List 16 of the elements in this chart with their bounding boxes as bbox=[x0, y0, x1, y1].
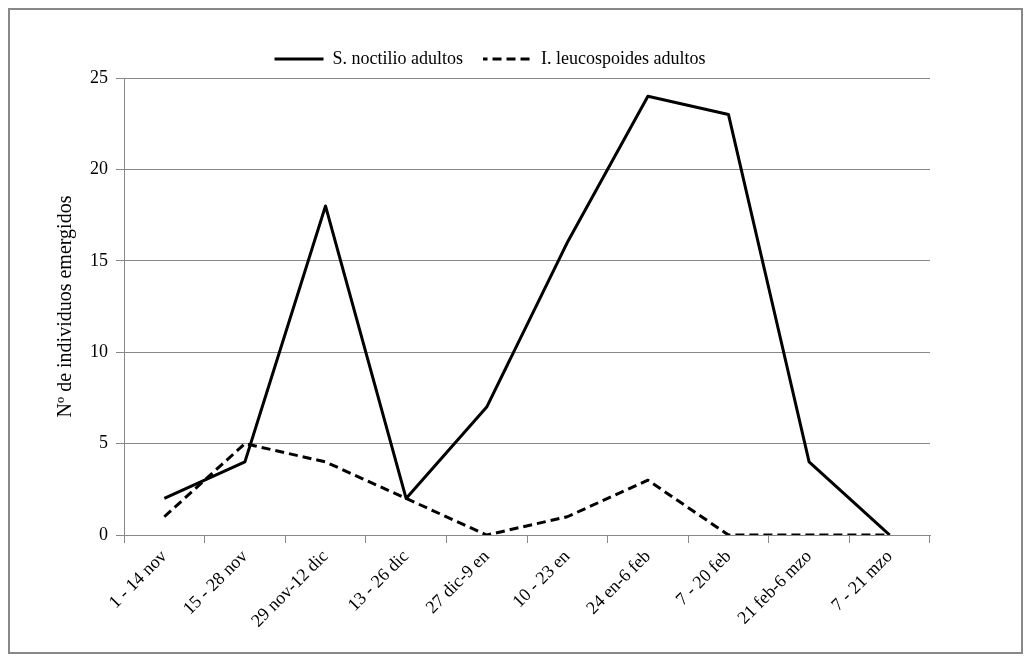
x-tick-label: 7 - 21 mzo bbox=[826, 545, 896, 615]
x-tick-label: 15 - 28 nov bbox=[178, 545, 252, 619]
x-tick-label: 10 - 23 en bbox=[508, 545, 574, 612]
legend-label: I. leucospoides adultos bbox=[541, 47, 706, 68]
y-tick-label: 20 bbox=[90, 158, 108, 179]
y-tick-label: 0 bbox=[99, 523, 108, 544]
x-tick-label: 1 - 14 nov bbox=[104, 545, 171, 612]
y-tick-label: 15 bbox=[90, 249, 108, 270]
legend-label: S. noctilio adultos bbox=[332, 47, 464, 68]
y-tick-label: 5 bbox=[99, 432, 108, 453]
x-tick-label: 24 en-6 feb bbox=[581, 545, 655, 618]
x-tick-label: 13 - 26 dic bbox=[343, 545, 413, 615]
x-tick-label: 7 - 20 feb bbox=[671, 545, 735, 609]
y-tick-label: 25 bbox=[90, 66, 108, 87]
y-axis-title: Nº de individuos emergidos bbox=[53, 195, 77, 418]
y-tick-label: 10 bbox=[90, 340, 108, 361]
